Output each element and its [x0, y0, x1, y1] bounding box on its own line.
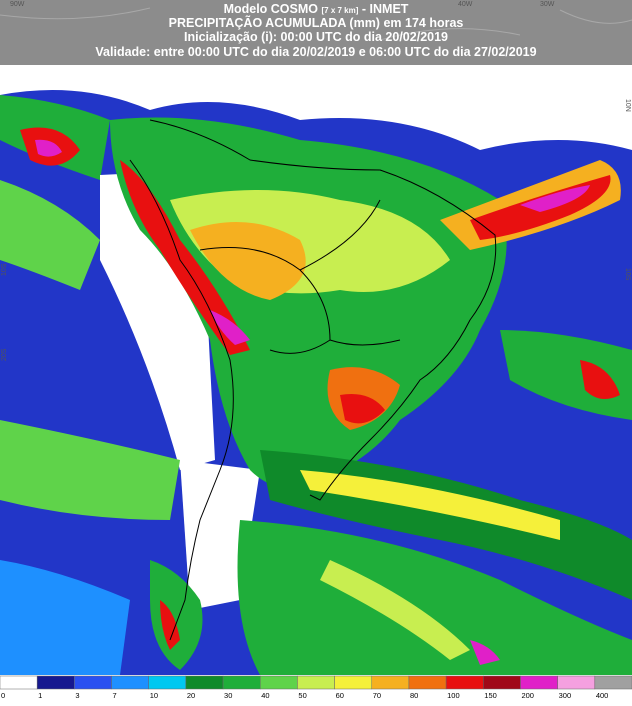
title-line-3: Inicialização (i): 00:00 UTC do dia 20/0… [184, 30, 448, 44]
legend-swatch [36, 675, 75, 690]
legend-swatch [148, 675, 187, 690]
legend-label: 150 [484, 691, 497, 700]
legend-swatch [445, 675, 484, 690]
legend-label: 3 [75, 691, 79, 700]
borders [129, 119, 497, 641]
legend-swatch [297, 675, 335, 690]
legend-label: 50 [298, 691, 306, 700]
legend-label: 30 [224, 691, 232, 700]
legend-label: 7 [113, 691, 117, 700]
legend-swatch [334, 675, 373, 690]
lat-label: 10S [624, 268, 631, 281]
legend-swatch [520, 675, 558, 690]
title-line-4: Validade: entre 00:00 UTC do dia 20/02/2… [95, 45, 536, 59]
color-legend: 0 1 3 7 10 20 30 40 50 60 70 80 100 150 200 300 400 [0, 675, 632, 700]
legend-swatch [557, 675, 596, 690]
legend-label: 100 [447, 691, 460, 700]
legend-label: 40 [261, 691, 269, 700]
title-line-2: PRECIPITAÇÃO ACUMULADA (mm) em 174 horas [169, 15, 464, 30]
resolution: [7 x 7 km] [322, 6, 359, 15]
header-bar [0, 0, 632, 65]
legend-label: 70 [373, 691, 381, 700]
legend-swatch [0, 675, 38, 690]
lat-label: 10N [624, 99, 631, 112]
lon-label: 30W [540, 1, 555, 8]
title-suffix: - INMET [362, 2, 409, 16]
legend-swatch [185, 675, 224, 690]
legend-label: 400 [596, 691, 609, 700]
legend-label: 300 [559, 691, 572, 700]
lat-label: 10S [1, 263, 8, 276]
legend-swatch [594, 675, 632, 690]
precip-field [0, 65, 632, 675]
legend-swatch [408, 675, 447, 690]
legend-swatch [111, 675, 149, 690]
legend-label: 0 [1, 691, 5, 700]
legend-label: 60 [336, 691, 344, 700]
legend-swatch [483, 675, 521, 690]
title-line-1: Modelo COSMO [7 x 7 km] - INMET [224, 2, 409, 16]
legend-label: 1 [38, 691, 42, 700]
legend-label: 20 [187, 691, 195, 700]
legend-label: 10 [150, 691, 158, 700]
lon-label: 40W [458, 1, 473, 8]
legend-label: 80 [410, 691, 418, 700]
header-coast [0, 7, 632, 41]
legend-label: 200 [521, 691, 534, 700]
lon-label: 90W [10, 1, 25, 8]
legend-swatch [259, 675, 298, 690]
legend-swatch [222, 675, 261, 690]
legend-swatch [371, 675, 410, 690]
lat-label: 20S [1, 348, 8, 361]
legend-swatch [74, 675, 112, 690]
title-prefix: Modelo COSMO [224, 2, 319, 16]
